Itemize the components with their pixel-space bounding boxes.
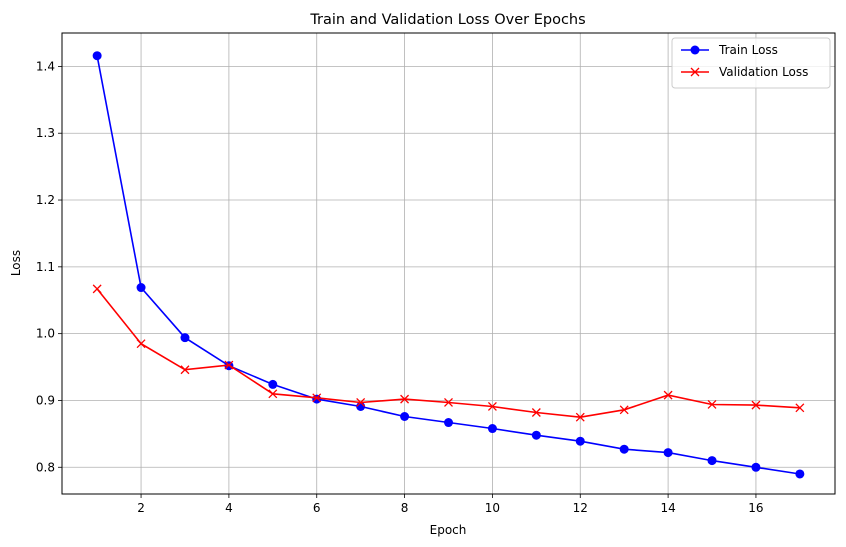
- validation-loss-point: [356, 398, 366, 407]
- grid: [62, 33, 835, 494]
- legend-train-marker: [690, 45, 700, 55]
- y-tick-label: 1.4: [36, 59, 55, 73]
- train-loss-point: [619, 444, 629, 454]
- legend-train-label: Train Loss: [718, 43, 778, 57]
- validation-loss-point: [136, 339, 146, 349]
- train-loss-point: [663, 448, 673, 458]
- axis-ticks: 2 4 6 8 10 12 14 16 0.8 0.9 1.0 1.1 1.2 1.3 1.4: [36, 59, 764, 515]
- x-axis-label: Epoch: [430, 523, 467, 537]
- train-loss-point: [400, 411, 410, 421]
- train-loss-point: [136, 283, 146, 293]
- x-tick-label: 4: [225, 501, 233, 515]
- train-loss-point: [751, 462, 761, 472]
- validation-loss-point: [487, 402, 497, 411]
- validation-loss-point: [795, 403, 805, 413]
- plot-frame: [61, 32, 836, 495]
- train-loss-point: [575, 436, 585, 446]
- validation-loss-point: [400, 394, 410, 404]
- train-loss-point: [312, 394, 322, 404]
- train-loss-point: [92, 51, 102, 61]
- legend-box: [671, 37, 831, 89]
- x-tick-label: 16: [748, 501, 763, 515]
- validation-loss-point: [619, 405, 629, 415]
- validation-loss-point: [531, 408, 541, 417]
- train-loss-point: [180, 333, 190, 343]
- train-loss-point: [707, 456, 717, 466]
- x-tick-label: 2: [137, 501, 145, 515]
- chart-title: Train and Validation Loss Over Epochs: [309, 12, 585, 28]
- series-layer: [92, 51, 805, 479]
- y-axis-label: Loss: [9, 250, 23, 276]
- x-tick-label: 6: [313, 501, 321, 515]
- x-tick-label: 14: [660, 501, 675, 515]
- validation-loss-point: [268, 389, 278, 399]
- validation-loss-point: [444, 398, 453, 407]
- validation-loss-point: [180, 365, 190, 375]
- y-tick-label: 1.0: [36, 327, 55, 341]
- validation-loss-point: [707, 400, 717, 409]
- x-tick-label: 10: [485, 501, 500, 515]
- validation-loss-point: [663, 390, 673, 400]
- train-loss-point: [487, 424, 497, 434]
- validation-loss-point: [312, 393, 322, 403]
- legend-val-label: Validation Loss: [719, 65, 808, 79]
- y-tick-label: 1.2: [36, 193, 55, 207]
- legend-val-marker: [690, 67, 700, 77]
- validation-loss-point: [751, 400, 761, 410]
- y-tick-label: 0.9: [36, 393, 55, 407]
- y-tick-label: 1.3: [36, 126, 55, 140]
- train-loss-point: [795, 469, 805, 479]
- train-loss-point: [444, 418, 453, 428]
- legend: Train Loss Validation Loss: [671, 37, 831, 89]
- y-tick-label: 0.8: [36, 460, 55, 474]
- validation-loss-point: [92, 284, 102, 294]
- train-loss-point: [531, 430, 541, 440]
- train-loss-point: [268, 379, 278, 389]
- validation-loss-point: [575, 412, 585, 422]
- x-tick-label: 8: [401, 501, 409, 515]
- y-tick-label: 1.1: [36, 260, 55, 274]
- x-tick-label: 12: [573, 501, 588, 515]
- validation-loss-point: [224, 360, 234, 370]
